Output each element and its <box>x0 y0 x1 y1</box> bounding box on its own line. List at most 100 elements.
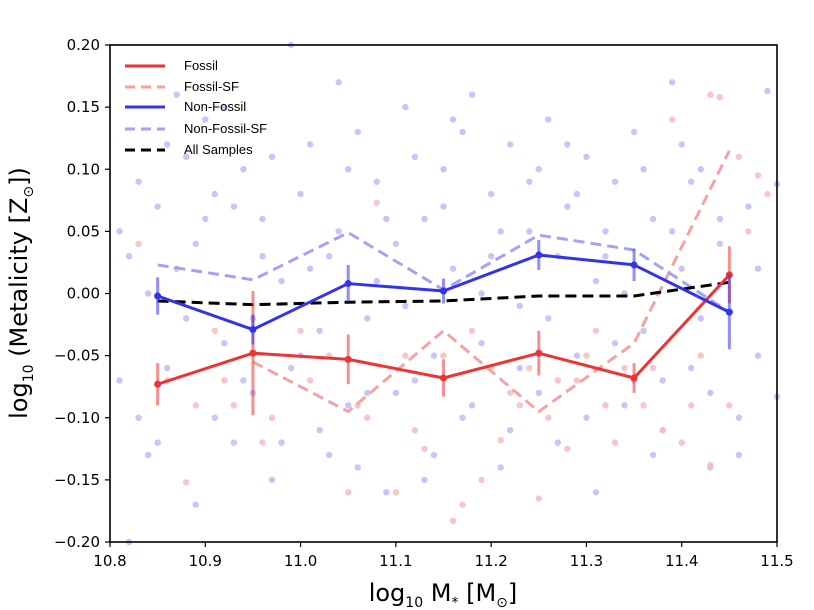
scatter-point-non-fossil <box>592 277 600 285</box>
scatter-point-non-fossil <box>202 215 209 223</box>
scatter-point-non-fossil <box>526 178 533 185</box>
scatter-point-non-fossil <box>335 228 342 235</box>
scatter-point-non-fossil <box>688 178 695 185</box>
fossil-sf-line <box>252 149 731 414</box>
scatter-point-non-fossil <box>211 190 219 198</box>
scatter-point-non-fossil <box>421 476 428 484</box>
scatter-point-non-fossil <box>144 290 152 297</box>
scatter-point-non-fossil <box>192 240 199 247</box>
legend-label-fossil: Fossil <box>184 58 218 73</box>
scatter-point-non-fossil <box>430 451 438 459</box>
x-tick-label: 11.3 <box>570 552 603 570</box>
scatter-point-non-fossil <box>402 302 409 310</box>
scatter-point-non-fossil <box>602 228 609 235</box>
scatter-point-non-fossil <box>297 190 304 198</box>
scatter-point-non-fossil <box>440 166 447 173</box>
legend-label-non-fossil-sf: Non-Fossil-SF <box>184 121 267 136</box>
scatter-point-fossil <box>526 364 533 372</box>
scatter-point-non-fossil <box>716 215 724 223</box>
scatter-point-non-fossil <box>764 87 771 95</box>
scatter-point-non-fossil <box>116 377 123 384</box>
scatter-point-fossil <box>135 240 142 247</box>
y-axis-title-unit-close: ]) <box>5 167 33 186</box>
non-fossil-point <box>344 280 352 288</box>
y-tick-label: 0.20 <box>67 36 100 54</box>
scatter-point-non-fossil <box>592 489 600 496</box>
x-tick-label: 11.5 <box>760 552 793 570</box>
scatter-point-fossil <box>440 352 447 359</box>
scatter-points <box>116 41 781 546</box>
y-tick-label: 0.00 <box>67 285 100 303</box>
scatter-point-non-fossil <box>649 215 657 223</box>
scatter-point-fossil <box>364 414 371 421</box>
scatter-point-non-fossil <box>364 315 371 322</box>
fossil-point <box>249 349 257 357</box>
scatter-point-non-fossil <box>287 364 295 372</box>
y-axis-title-rest: (Metalicity [Z <box>5 198 33 365</box>
scatter-point-non-fossil <box>554 439 562 446</box>
scatter-point-non-fossil <box>754 265 762 272</box>
scatter-point-non-fossil <box>688 364 695 372</box>
scatter-point-fossil <box>306 377 314 384</box>
scatter-point-fossil <box>221 377 228 384</box>
scatter-point-non-fossil <box>335 79 342 86</box>
scatter-point-non-fossil <box>526 228 533 235</box>
scatter-point-non-fossil <box>316 426 323 434</box>
scatter-point-non-fossil <box>259 253 266 260</box>
scatter-point-non-fossil <box>754 352 762 359</box>
scatter-point-non-fossil <box>487 253 495 260</box>
scatter-point-fossil <box>688 402 695 409</box>
scatter-point-fossil <box>211 327 219 334</box>
y-tick-label: 0.05 <box>67 222 100 240</box>
scatter-point-non-fossil <box>163 141 171 148</box>
scatter-point-non-fossil <box>573 352 581 359</box>
x-axis-title: log10 M* [M⊙] <box>369 579 518 610</box>
scatter-point-fossil <box>545 414 552 421</box>
y-tick-label: 0.10 <box>67 160 100 178</box>
scatter-point-non-fossil <box>497 464 504 471</box>
scatter-point-non-fossil <box>383 489 390 496</box>
scatter-point-non-fossil <box>478 340 485 347</box>
y-axis-title-prefix: log <box>5 382 33 419</box>
scatter-point-non-fossil <box>745 203 752 210</box>
scatter-point-non-fossil <box>459 414 466 421</box>
non-fossil-point <box>440 287 447 295</box>
scatter-point-non-fossil <box>449 116 457 123</box>
scatter-point-non-fossil <box>507 141 514 148</box>
scatter-point-non-fossil <box>202 116 209 123</box>
scatter-point-fossil <box>535 495 542 502</box>
scatter-point-fossil <box>516 402 523 409</box>
scatter-point-non-fossil <box>278 439 285 446</box>
scatter-point-non-fossil <box>411 153 419 161</box>
y-tick-label: 0.15 <box>67 98 100 116</box>
scatter-point-fossil <box>764 190 771 198</box>
scatter-point-non-fossil <box>668 79 676 86</box>
scatter-point-non-fossil <box>392 240 400 247</box>
scatter-point-non-fossil <box>583 153 590 161</box>
scatter-point-fossil <box>297 327 304 334</box>
y-tick-label: −0.15 <box>54 471 100 489</box>
scatter-point-non-fossil <box>278 277 285 285</box>
x-axis-title-prefix: log <box>369 579 406 607</box>
scatter-point-fossil <box>592 327 600 334</box>
scatter-point-non-fossil <box>697 166 704 173</box>
scatter-point-fossil <box>421 445 428 453</box>
scatter-point-non-fossil <box>583 414 590 421</box>
scatter-point-non-fossil <box>183 315 190 322</box>
scatter-point-non-fossil <box>668 228 676 235</box>
non-fossil-point <box>725 308 733 316</box>
x-axis-title-sun: ⊙ <box>496 595 508 610</box>
scatter-point-fossil <box>649 364 657 372</box>
scatter-point-non-fossil <box>135 414 142 421</box>
scatter-point-non-fossil <box>564 203 571 210</box>
scatter-point-fossil <box>745 228 752 235</box>
legend-label-all-samples: All Samples <box>184 142 253 157</box>
scatter-point-non-fossil <box>268 476 276 484</box>
scatter-point-fossil <box>564 445 571 453</box>
scatter-point-non-fossil <box>163 364 171 372</box>
scatter-point-non-fossil <box>240 166 247 173</box>
scatter-point-non-fossil <box>221 340 228 347</box>
x-axis-title-rest: M <box>423 579 451 607</box>
x-tick-label: 10.8 <box>93 552 126 570</box>
scatter-point-non-fossil <box>144 451 152 459</box>
